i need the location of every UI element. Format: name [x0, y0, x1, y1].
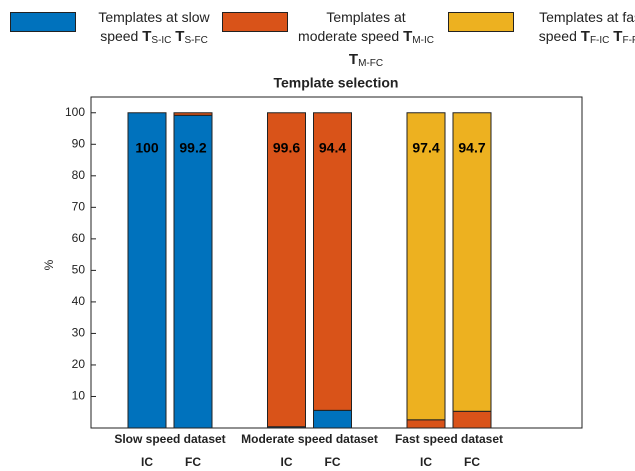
value-label: 94.4: [319, 140, 346, 156]
value-label: 94.7: [458, 140, 485, 156]
x-tick-label: IC: [141, 455, 153, 469]
legend-entry: Templates at slow speed TS-IC TS-FC: [10, 8, 224, 50]
legend-symbol: TS-FC: [175, 28, 208, 46]
legend-subscript: S-FC: [184, 35, 208, 46]
bar-segment: [313, 409, 352, 429]
bar-segment: [267, 112, 306, 428]
x-tick-label: FC: [185, 455, 201, 469]
value-label: 99.2: [179, 140, 206, 156]
bar-segment: [406, 419, 446, 429]
legend-symbol: TM-IC: [403, 28, 434, 46]
y-tick-label: 100: [65, 105, 85, 119]
y-tick-label: 40: [72, 294, 86, 308]
y-tick-label: 30: [72, 326, 86, 340]
y-tick-label: 80: [72, 168, 86, 182]
legend-symbol: TF-FC: [613, 28, 635, 46]
group-label: Fast speed dataset: [395, 432, 503, 446]
value-label: 100: [135, 140, 159, 156]
group-label: Slow speed dataset: [114, 432, 225, 446]
legend-subscript: F-IC: [589, 35, 610, 46]
y-tick-label: 50: [72, 263, 86, 277]
bar-segment: [173, 112, 213, 116]
x-tick-label: IC: [281, 455, 293, 469]
legend-swatch: [448, 12, 514, 32]
y-axis-label: %: [42, 259, 56, 270]
bar-segment: [173, 114, 213, 429]
bar-segment: [313, 112, 352, 411]
y-tick-label: 90: [72, 136, 86, 150]
value-label: 97.4: [412, 140, 439, 156]
x-tick-label: FC: [464, 455, 480, 469]
legend-label: Templates at fast speed: [538, 9, 635, 44]
bar-segment: [452, 112, 492, 412]
bar-segment: [127, 112, 167, 429]
y-tick-label: 70: [72, 200, 86, 214]
y-tick-label: 60: [72, 231, 86, 245]
legend-entry: Templates at fast speed TF-IC TF-FC: [448, 8, 635, 50]
bar-segment: [452, 410, 492, 429]
legend-subscript: F-FC: [622, 35, 635, 46]
legend: Templates at slow speed TS-IC TS-FC Templ…: [0, 0, 635, 69]
x-tick-label: IC: [420, 455, 432, 469]
legend-symbol: TM-FC: [348, 51, 384, 69]
legend-text: Templates at fast speed TF-IC TF-FC: [522, 8, 635, 50]
value-label: 99.6: [273, 140, 300, 156]
legend-text: Templates at moderate speed TM-IC TM-FC: [296, 8, 436, 73]
y-tick-label: 10: [72, 389, 86, 403]
legend-subscript: M-FC: [358, 58, 384, 69]
bar-segment: [406, 112, 446, 421]
chart-title: Template selection: [273, 75, 398, 91]
legend-swatch: [10, 12, 76, 32]
legend-swatch: [222, 12, 288, 32]
group-label: Moderate speed dataset: [241, 432, 378, 446]
legend-symbol: TS-IC: [142, 28, 172, 46]
legend-label: Templates at slow speed: [98, 9, 210, 44]
y-tick-label: 20: [72, 357, 86, 371]
legend-symbol: TF-IC: [580, 28, 610, 46]
legend-entry: Templates at moderate speed TM-IC TM-FC: [222, 8, 436, 73]
legend-subscript: M-IC: [412, 35, 434, 46]
x-tick-label: FC: [325, 455, 341, 469]
legend-label: Templates at moderate speed: [298, 9, 406, 44]
legend-subscript: S-IC: [151, 35, 172, 46]
legend-text: Templates at slow speed TS-IC TS-FC: [84, 8, 224, 50]
